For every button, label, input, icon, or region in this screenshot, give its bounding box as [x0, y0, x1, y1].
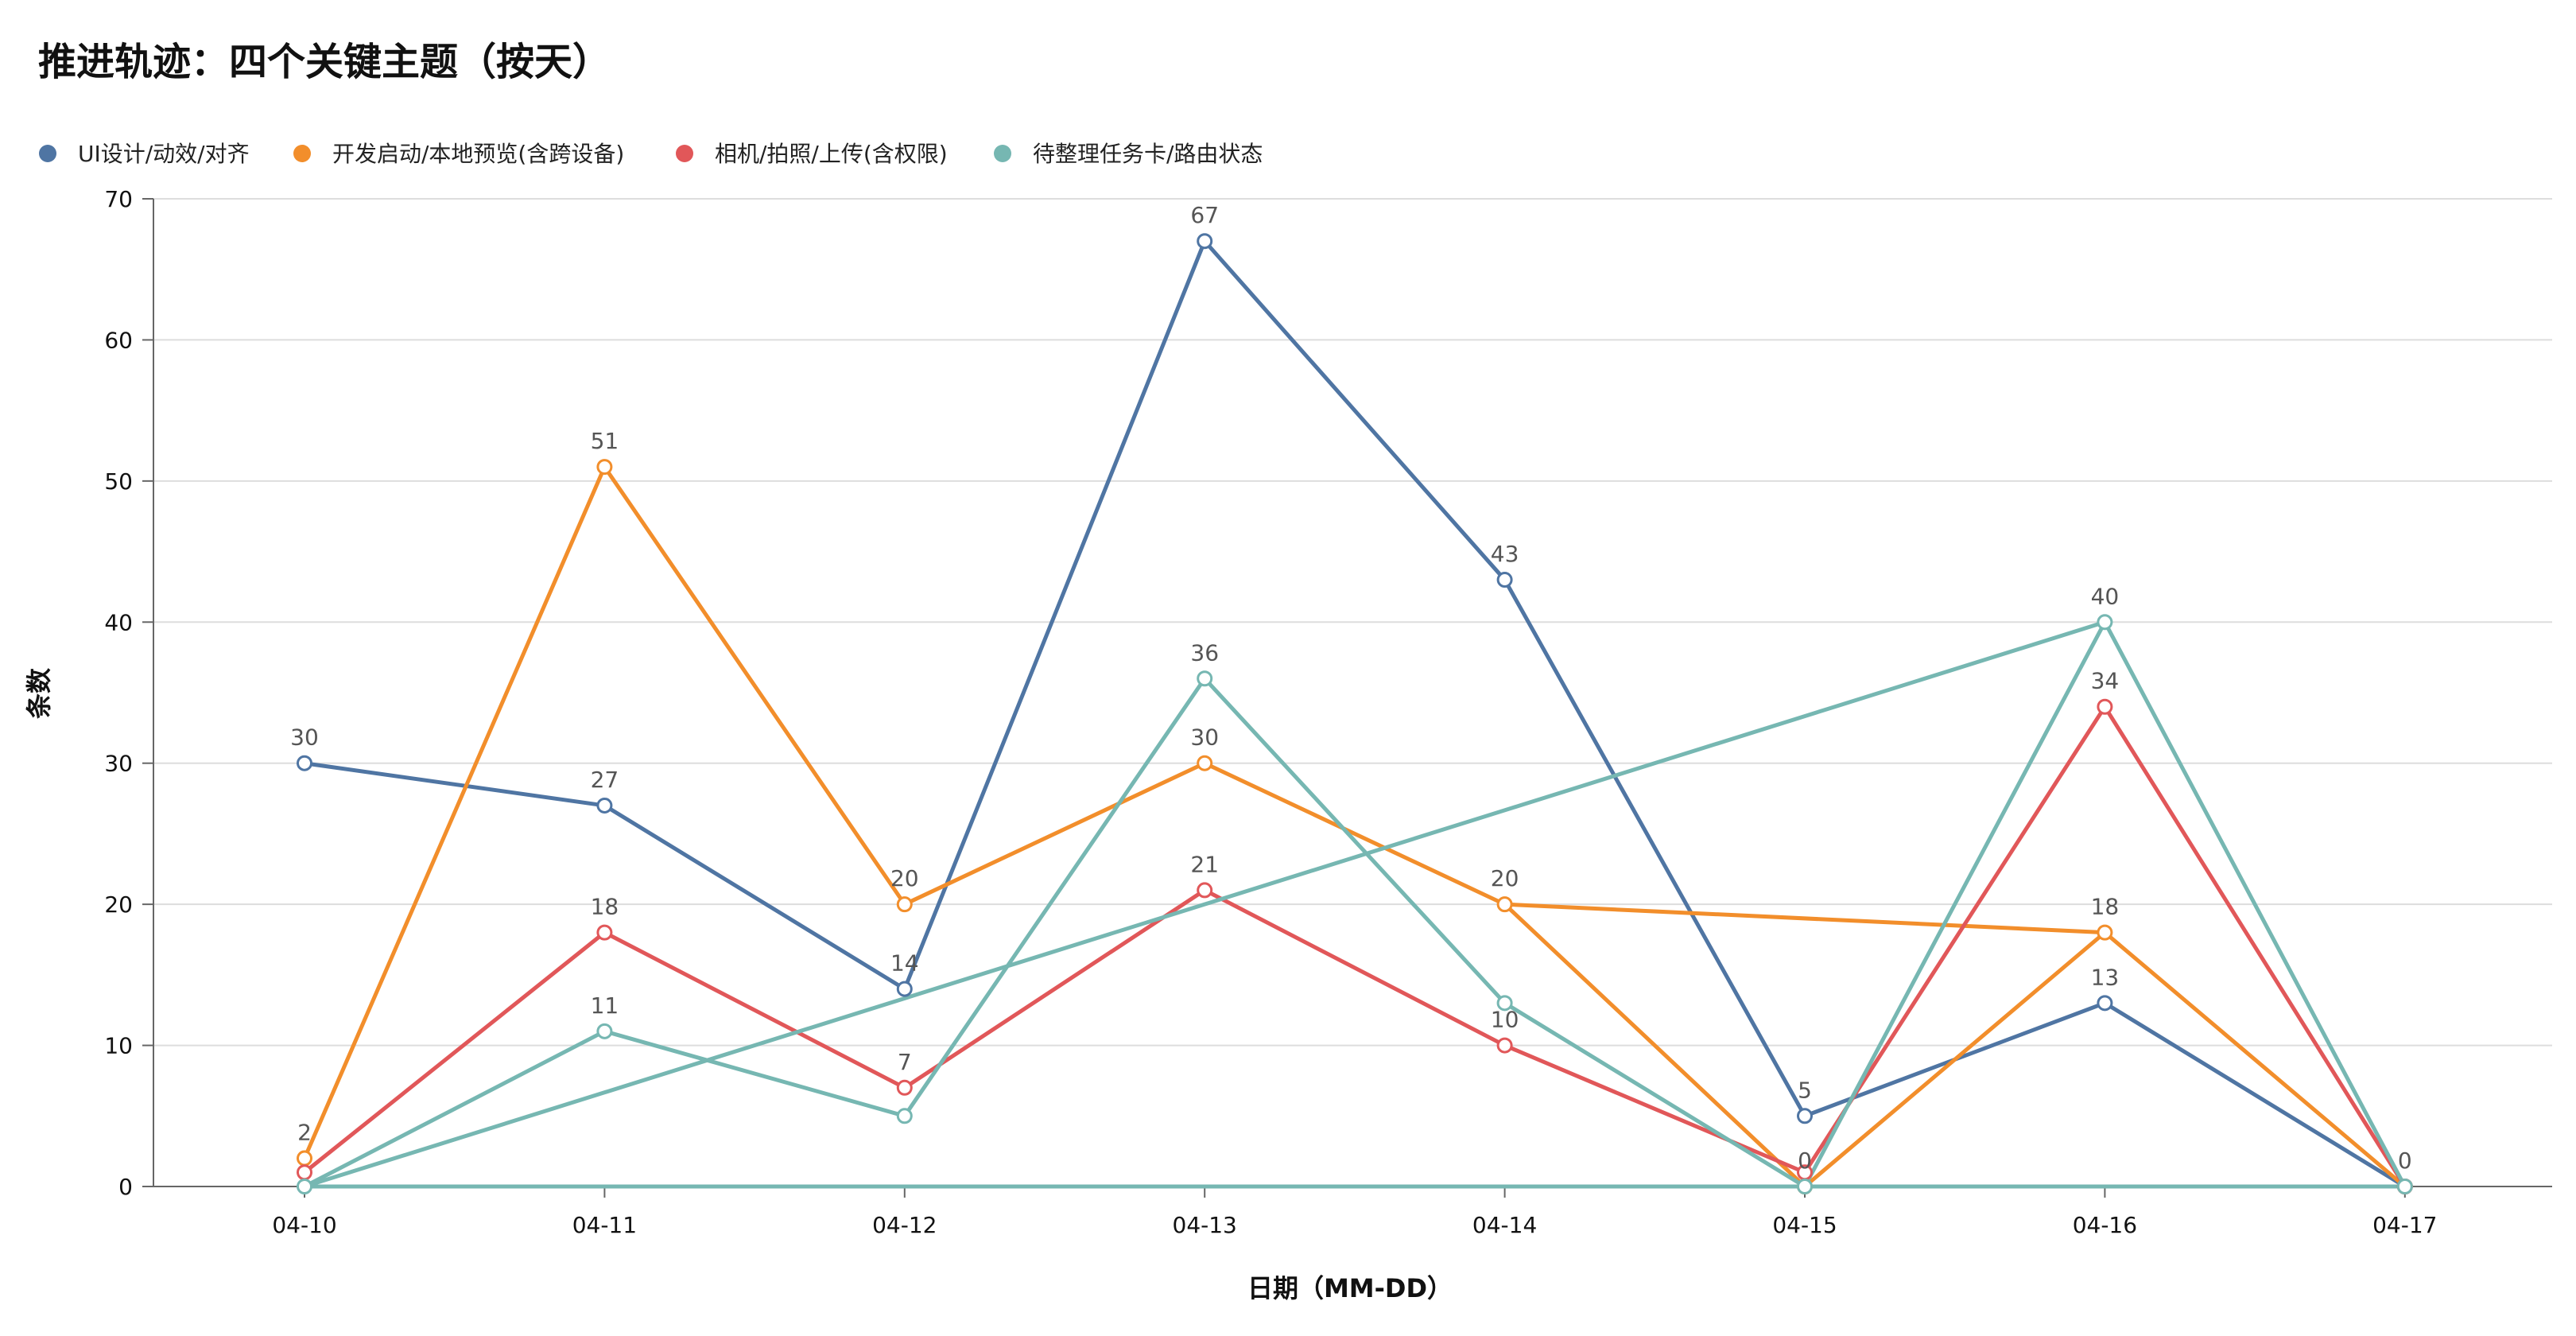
data-point-0-04-13 [1197, 233, 1213, 250]
data-label-2-04-11: 18 [591, 894, 619, 920]
data-point-2-04-12 [896, 1079, 913, 1096]
data-point-1-04-10 [297, 1150, 312, 1167]
data-point-3-04-17 [2396, 1179, 2413, 1194]
data-point-0-04-11 [596, 797, 613, 814]
y-tick-label-50: 50 [104, 468, 133, 495]
data-label-0-04-10: 30 [290, 724, 319, 751]
data-label-2-04-12: 7 [898, 1049, 912, 1075]
y-tick-label-10: 10 [104, 1033, 133, 1059]
data-point-0-04-16 [2097, 995, 2113, 1012]
x-tick-label-04-12: 04-12 [872, 1212, 937, 1238]
data-label-1-04-12: 20 [890, 865, 919, 891]
x-tick-label-04-14: 04-14 [1472, 1212, 1537, 1238]
data-point-3-04-16 [2097, 614, 2113, 631]
data-point-3-04-10 [297, 1179, 312, 1194]
data-label-1-04-17: 0 [2398, 1148, 2412, 1174]
data-label-3-04-13: 36 [1190, 639, 1219, 666]
legend-marker-0 [39, 145, 56, 162]
series-extra-line-3-0 [302, 619, 2107, 1189]
data-label-1-04-14: 20 [1491, 865, 1519, 891]
data-label-0-04-15: 5 [1798, 1077, 1812, 1103]
data-label-0-04-11: 27 [591, 767, 619, 793]
y-tick-label-60: 60 [104, 327, 133, 353]
data-point-3-04-11 [596, 1023, 613, 1039]
data-point-2-04-14 [1496, 1037, 1513, 1054]
data-point-0-04-12 [896, 981, 913, 997]
data-point-3-04-15 [1797, 1179, 1813, 1194]
data-point-0-04-14 [1496, 572, 1513, 588]
data-point-2-04-11 [596, 924, 613, 941]
data-point-2-04-10 [297, 1164, 312, 1181]
legend-label-0: UI设计/动效/对齐 [78, 141, 250, 167]
y-tick-label-70: 70 [104, 186, 133, 212]
y-axis-title: 条数 [24, 667, 54, 719]
x-tick-label-04-13: 04-13 [1173, 1212, 1237, 1238]
data-label-0-04-14: 43 [1491, 541, 1519, 567]
y-tick-label-20: 20 [104, 891, 133, 918]
series-lines [302, 239, 2407, 1189]
y-tick-label-30: 30 [104, 751, 133, 777]
legend-label-2: 相机/拍照/上传(含权限) [715, 141, 948, 167]
data-label-0-04-12: 14 [890, 950, 919, 977]
x-axis-title: 日期（MM-DD） [1247, 1273, 1453, 1303]
data-label-1-04-11: 51 [591, 428, 619, 454]
data-point-1-04-14 [1496, 896, 1513, 913]
series-extra-line-1-0 [1503, 902, 2107, 935]
data-point-2-04-13 [1197, 882, 1213, 899]
legend-marker-3 [994, 145, 1011, 162]
data-label-1-04-10: 2 [297, 1120, 312, 1146]
data-point-3-04-14 [1496, 995, 1513, 1012]
legend-marker-1 [293, 145, 311, 162]
chart-grid [153, 198, 2552, 1047]
x-tick-label-04-15: 04-15 [1772, 1212, 1837, 1238]
chart-title: 推进轨迹：四个关键主题（按天） [38, 40, 611, 84]
series-points [297, 233, 2413, 1194]
data-label-3-04-16: 40 [2091, 583, 2120, 609]
y-tick-label-0: 0 [118, 1174, 133, 1200]
data-label-3-04-11: 11 [591, 992, 619, 1019]
series-line-1 [302, 464, 2407, 1189]
legend-marker-2 [676, 145, 693, 162]
data-point-1-04-16 [2097, 924, 2113, 941]
x-tick-label-04-10: 04-10 [272, 1212, 336, 1238]
data-label-0-04-13: 67 [1190, 202, 1219, 228]
data-point-3-04-12 [896, 1108, 913, 1124]
series-line-0 [302, 239, 2407, 1189]
data-label-1-04-13: 30 [1190, 724, 1219, 751]
data-point-1-04-12 [896, 896, 913, 913]
x-tick-label-04-11: 04-11 [572, 1212, 637, 1238]
data-label-1-04-16: 18 [2091, 894, 2120, 920]
data-label-0-04-16: 13 [2091, 964, 2120, 990]
data-label-1-04-15: 0 [1798, 1148, 1812, 1174]
data-labels: 30 27 14 67 43 5 13 2 51 20 30 20 0 18 0 18 7 21 10 34 11 36 4… [290, 202, 2412, 1174]
x-tick-label-04-16: 04-16 [2073, 1212, 2137, 1238]
data-label-2-04-14: 10 [1491, 1007, 1519, 1033]
series-line-3 [302, 619, 2407, 1189]
data-label-2-04-13: 21 [1190, 851, 1219, 877]
data-label-2-04-16: 34 [2091, 668, 2120, 694]
data-point-1-04-13 [1197, 755, 1213, 771]
series-line-2 [302, 705, 2407, 1189]
data-point-0-04-15 [1797, 1108, 1813, 1124]
data-point-0-04-10 [297, 755, 312, 771]
y-tick-label-40: 40 [104, 609, 133, 635]
legend-label-3: 待整理任务卡/路由状态 [1033, 141, 1263, 167]
legend-label-1: 开发启动/本地预览(含跨设备) [332, 141, 624, 167]
data-point-2-04-16 [2097, 698, 2113, 715]
data-point-3-04-13 [1197, 670, 1213, 687]
data-point-1-04-11 [596, 459, 613, 476]
x-tick-label-04-17: 04-17 [2372, 1212, 2437, 1238]
chart-legend: UI设计/动效/对齐 开发启动/本地预览(含跨设备) 相机/拍照/上传(含权限) 待整… [39, 141, 1263, 167]
